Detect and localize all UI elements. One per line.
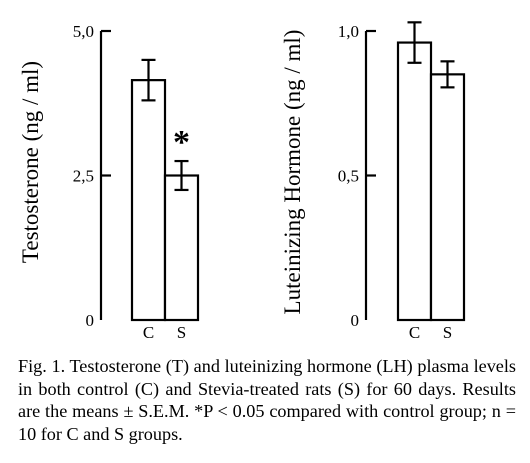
figure: 0 2,5 5,0 Testosterone (ng / ml) C S * 0 0,5 1,0 L… [18,21,466,340]
panel2-x-tick-label: S [443,323,452,340]
panel1-bar-S [163,174,200,322]
panel2-x-tick-label: C [409,323,420,340]
panel2-y-tick-label: 0,5 [338,167,359,186]
panel1-x-tick-label: C [143,323,154,340]
panel2-bar-S [429,73,466,322]
figure-caption: Fig. 1. Testosterone (T) and luteinizing… [18,356,516,444]
panel2-bar-C [396,41,433,322]
panel2-y-tick-label: 1,0 [338,22,359,41]
panel2-y-axis-label: Luteinizing Hormone (ng / ml) [280,30,305,315]
panel1-bar-C [130,79,167,322]
panel1-x-tick-label: S [177,323,186,340]
panel1-y-axis-label: Testosterone (ng / ml) [18,61,43,263]
panel1-y-tick-label: 5,0 [73,22,94,41]
panel1-significance-marker: * [173,124,190,161]
panel2-y-tick-label: 0 [351,311,360,330]
panel1-y-tick-label: 2,5 [73,167,94,186]
panel1-y-tick-label: 0 [86,311,95,330]
